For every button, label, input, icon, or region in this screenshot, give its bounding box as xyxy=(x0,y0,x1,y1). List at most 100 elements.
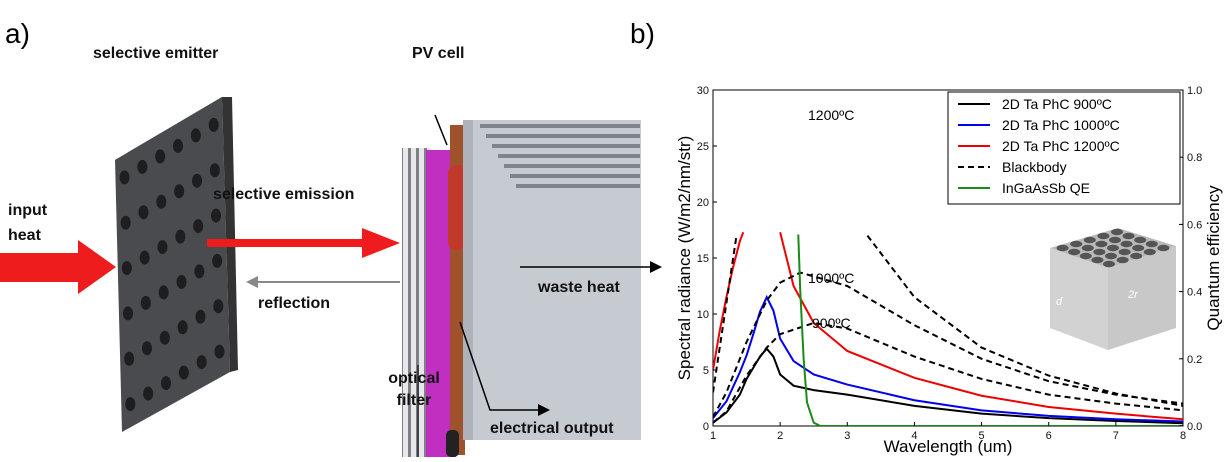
inset-hole xyxy=(1095,240,1108,248)
y2-tick-label: 0.0 xyxy=(1187,421,1202,433)
optical-filter xyxy=(402,148,430,460)
hole xyxy=(123,306,133,321)
hole xyxy=(212,253,223,268)
y-tick-label: 5 xyxy=(703,365,709,377)
inset-hole xyxy=(1079,252,1092,260)
y-tick-label: 25 xyxy=(697,141,709,153)
hole xyxy=(119,170,130,185)
inset-hole xyxy=(1093,248,1106,256)
inset-label: a xyxy=(1080,351,1086,363)
label: selective emitter xyxy=(93,45,218,62)
hole xyxy=(137,159,148,174)
inset-label: 2r xyxy=(1127,289,1139,301)
hole xyxy=(120,215,131,230)
hole xyxy=(140,295,151,310)
y-tick-label: 10 xyxy=(697,309,709,321)
hole xyxy=(156,194,167,209)
y-tick-label: 20 xyxy=(697,197,709,209)
inset-hole xyxy=(1145,240,1158,248)
label: PV cell xyxy=(412,45,464,62)
hole xyxy=(190,128,201,143)
y-tick-label: 15 xyxy=(697,253,709,265)
label: selective emission xyxy=(213,186,354,203)
hole xyxy=(194,264,205,279)
emitter-plate xyxy=(115,97,230,432)
hole xyxy=(159,330,170,345)
hole xyxy=(178,365,189,380)
inset-hole xyxy=(1118,248,1131,256)
diagram-art xyxy=(0,97,662,462)
inset-hole xyxy=(1091,256,1104,264)
inset-hole xyxy=(1081,244,1094,252)
y2-axis-label: Quantum efficiency xyxy=(1204,185,1223,331)
y2-tick-label: 0.8 xyxy=(1187,152,1202,164)
label: waste heat xyxy=(537,279,620,296)
panel-label: a) xyxy=(5,18,30,49)
hole xyxy=(173,138,183,153)
y2-tick-label: 0.4 xyxy=(1187,287,1202,299)
hole xyxy=(213,299,224,314)
emission-arrow xyxy=(207,228,400,258)
label: heat xyxy=(8,227,42,244)
inset-hole xyxy=(1122,232,1135,240)
x-tick-label: 5 xyxy=(979,430,985,442)
input-arrow xyxy=(0,240,116,294)
inset-hole xyxy=(1109,236,1121,244)
inset-hole xyxy=(1116,256,1129,264)
legend-label: 2D Ta PhC 1000ºC xyxy=(1002,117,1120,133)
hole xyxy=(121,261,132,276)
label: input xyxy=(8,202,48,219)
hole xyxy=(196,355,207,370)
x-tick-label: 6 xyxy=(1046,430,1052,442)
hole xyxy=(209,163,220,178)
label: filter xyxy=(397,392,432,409)
hole xyxy=(125,397,136,412)
inset-label: d xyxy=(1056,296,1063,308)
label: electrical output xyxy=(490,420,614,437)
inset-hole xyxy=(1083,236,1096,244)
y2-tick-label: 0.6 xyxy=(1187,219,1202,231)
hole xyxy=(155,149,166,164)
series-line xyxy=(713,347,1183,425)
inset-hole xyxy=(1103,260,1115,268)
hole xyxy=(192,173,202,188)
inset-hole xyxy=(1134,236,1147,244)
inset-hole xyxy=(1107,244,1119,252)
legend-label: Blackbody xyxy=(1002,159,1067,175)
inset-hole xyxy=(1056,244,1069,252)
hole xyxy=(177,320,188,335)
legend-label: 2D Ta PhC 1200ºC xyxy=(1002,138,1120,154)
legend-box xyxy=(947,91,1181,205)
annotation: 900ºC xyxy=(812,315,851,331)
y2-tick-label: 0.2 xyxy=(1187,354,1202,366)
inset-hole xyxy=(1132,244,1145,252)
inset-hole xyxy=(1130,252,1143,260)
inset-hole xyxy=(1111,228,1123,236)
x-axis-label: Wavelength (um) xyxy=(884,437,1013,456)
y-tick-label: 0 xyxy=(703,421,709,433)
legend-label: 2D Ta PhC 900ºC xyxy=(1002,96,1112,112)
hole xyxy=(138,205,149,220)
inset-hole xyxy=(1143,248,1156,256)
heat-sink xyxy=(463,120,641,440)
x-tick-label: 8 xyxy=(1180,430,1186,442)
hole xyxy=(139,250,150,265)
inset-hole xyxy=(1157,244,1170,252)
hole xyxy=(158,285,169,300)
x-tick-label: 1 xyxy=(710,430,716,442)
x-tick-label: 7 xyxy=(1113,430,1119,442)
hole xyxy=(124,351,135,366)
x-tick-label: 4 xyxy=(911,430,917,442)
hole xyxy=(174,184,185,199)
inset xyxy=(1050,228,1176,350)
inset-hole xyxy=(1120,240,1133,248)
x-tick-label: 3 xyxy=(844,430,850,442)
inset-hole xyxy=(1068,248,1081,256)
hole xyxy=(176,274,187,289)
series-line xyxy=(713,234,1183,424)
annotation: 1200ºC xyxy=(808,107,854,123)
hole xyxy=(143,386,154,401)
legend-label: InGaAsSb QE xyxy=(1002,180,1090,196)
y-axis-label: Spectral radiance (W/m2/nm/str) xyxy=(675,136,694,381)
inset-hole xyxy=(1070,240,1083,248)
